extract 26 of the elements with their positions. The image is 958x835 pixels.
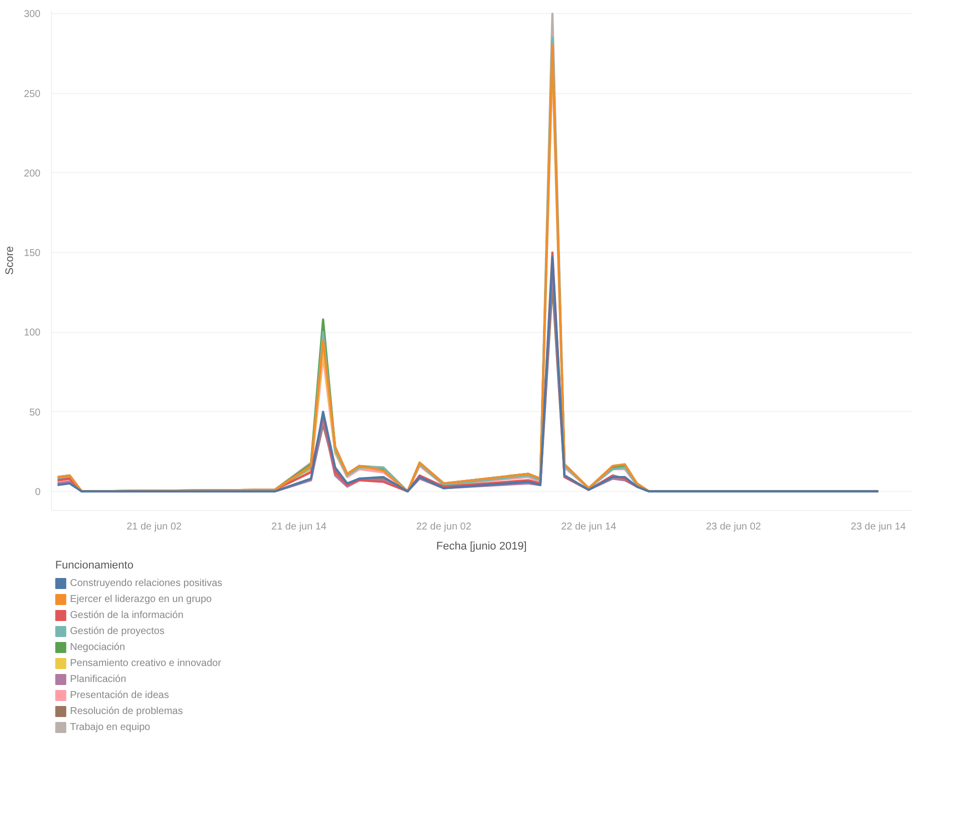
y-axis-title: Score — [4, 246, 16, 275]
x-tick-label: 21 de jun 14 — [271, 522, 327, 532]
legend-label: Planificación — [70, 674, 126, 685]
x-tick-label: 23 de jun 02 — [706, 522, 762, 532]
legend-label: Construyendo relaciones positivas — [70, 578, 222, 589]
x-tick-label: 23 de jun 14 — [850, 522, 906, 532]
x-tick-label: 22 de jun 02 — [416, 522, 472, 532]
legend-label: Ejercer el liderazgo en un grupo — [70, 594, 212, 605]
legend-label: Resolución de problemas — [70, 706, 183, 717]
y-tick-label: 0 — [34, 486, 41, 498]
legend-label: Gestión de la información — [70, 610, 184, 621]
y-tick-label: 100 — [24, 328, 41, 339]
y-tick-label: 200 — [24, 168, 41, 180]
legend-label: Pensamiento creativo e innovador — [70, 658, 222, 669]
x-tick-label: 22 de jun 14 — [561, 522, 617, 532]
legend-label: Gestión de proyectos — [70, 626, 164, 637]
legend-title: Funcionamiento — [55, 560, 134, 572]
y-tick-label: 300 — [24, 9, 41, 20]
y-tick-label: 50 — [29, 407, 41, 418]
y-tick-label: 250 — [24, 88, 41, 100]
y-tick-label: 150 — [24, 248, 41, 260]
legend-label: Trabajo en equipo — [70, 722, 151, 733]
legend-label: Presentación de ideas — [70, 690, 169, 701]
x-tick-label: 21 de jun 02 — [126, 522, 182, 532]
x-axis-title: Fecha [junio 2019] — [436, 540, 527, 552]
legend-label: Negociación — [70, 642, 126, 653]
